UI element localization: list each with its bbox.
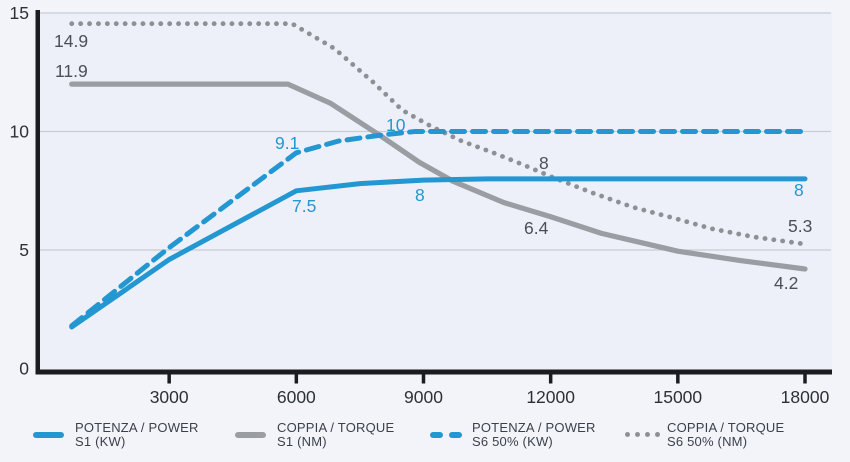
chart-legend: POTENZA / POWER S1 (KW) COPPIA / TORQUE …	[0, 421, 850, 461]
legend-item-power-s6: POTENZA / POWER S6 50% (KW)	[430, 421, 596, 449]
legend-label-line1: POTENZA / POWER	[75, 420, 199, 435]
x-tick	[548, 374, 553, 384]
x-tick-label: 3000	[150, 387, 189, 407]
data-label: 6.4	[524, 218, 549, 238]
data-label: 11.9	[55, 61, 88, 81]
x-tick-label: 9000	[404, 387, 443, 407]
data-label: 4.2	[774, 273, 798, 293]
x-tick	[803, 374, 807, 384]
data-label: 14.9	[54, 31, 88, 51]
data-label: 5.3	[788, 216, 812, 236]
solid-blue-line-swatch	[33, 432, 69, 438]
data-label: 10	[386, 115, 406, 135]
y-tick-label: 15	[10, 3, 29, 23]
legend-label-line2: S6 50% (NM)	[667, 434, 748, 449]
data-label: 8	[539, 153, 549, 173]
y-tick-label: 0	[19, 359, 29, 379]
x-tick	[676, 374, 680, 384]
data-label: 7.5	[292, 196, 316, 216]
legend-label-line1: COPPIA / TORQUE	[277, 420, 395, 435]
dotted-gray-line-swatch	[625, 432, 661, 437]
x-tick	[167, 374, 171, 384]
x-tick-label: 15000	[653, 387, 702, 407]
legend-label-line2: S1 (NM)	[277, 434, 327, 449]
series-line-1	[69, 81, 808, 272]
plot-area	[40, 13, 832, 370]
y-tick-label: 5	[19, 240, 29, 260]
series-line-2	[69, 129, 808, 329]
legend-label-line2: S6 50% (KW)	[472, 434, 553, 449]
y-axis	[35, 10, 40, 374]
data-label: 8	[415, 185, 425, 205]
x-axis	[35, 369, 832, 375]
data-label: 9.1	[275, 133, 299, 153]
legend-item-torque-s6: COPPIA / TORQUE S6 50% (NM)	[625, 421, 784, 449]
legend-item-torque-s1: COPPIA / TORQUE S1 (NM)	[235, 421, 394, 449]
solid-gray-line-swatch	[235, 432, 271, 438]
x-tick	[421, 374, 426, 384]
x-tick	[294, 374, 299, 384]
data-label: 8	[794, 180, 804, 200]
x-tick-label: 6000	[277, 387, 316, 407]
y-tick-label: 10	[10, 122, 30, 142]
legend-label-line2: S1 (KW)	[75, 434, 126, 449]
series-line-0	[69, 21, 808, 247]
legend-item-power-s1: POTENZA / POWER S1 (KW)	[33, 421, 199, 449]
legend-label-line1: COPPIA / TORQUE	[667, 420, 785, 435]
series-line-3	[69, 176, 808, 330]
legend-label-line1: POTENZA / POWER	[472, 420, 596, 435]
dashed-blue-line-swatch	[430, 432, 466, 438]
x-tick-label: 18000	[781, 387, 830, 407]
chart-canvas: 3000 6000 9000 12000 15000 18000 0 5 10 15 14.9 11.…	[10, 3, 832, 407]
x-tick-label: 12000	[526, 387, 575, 407]
